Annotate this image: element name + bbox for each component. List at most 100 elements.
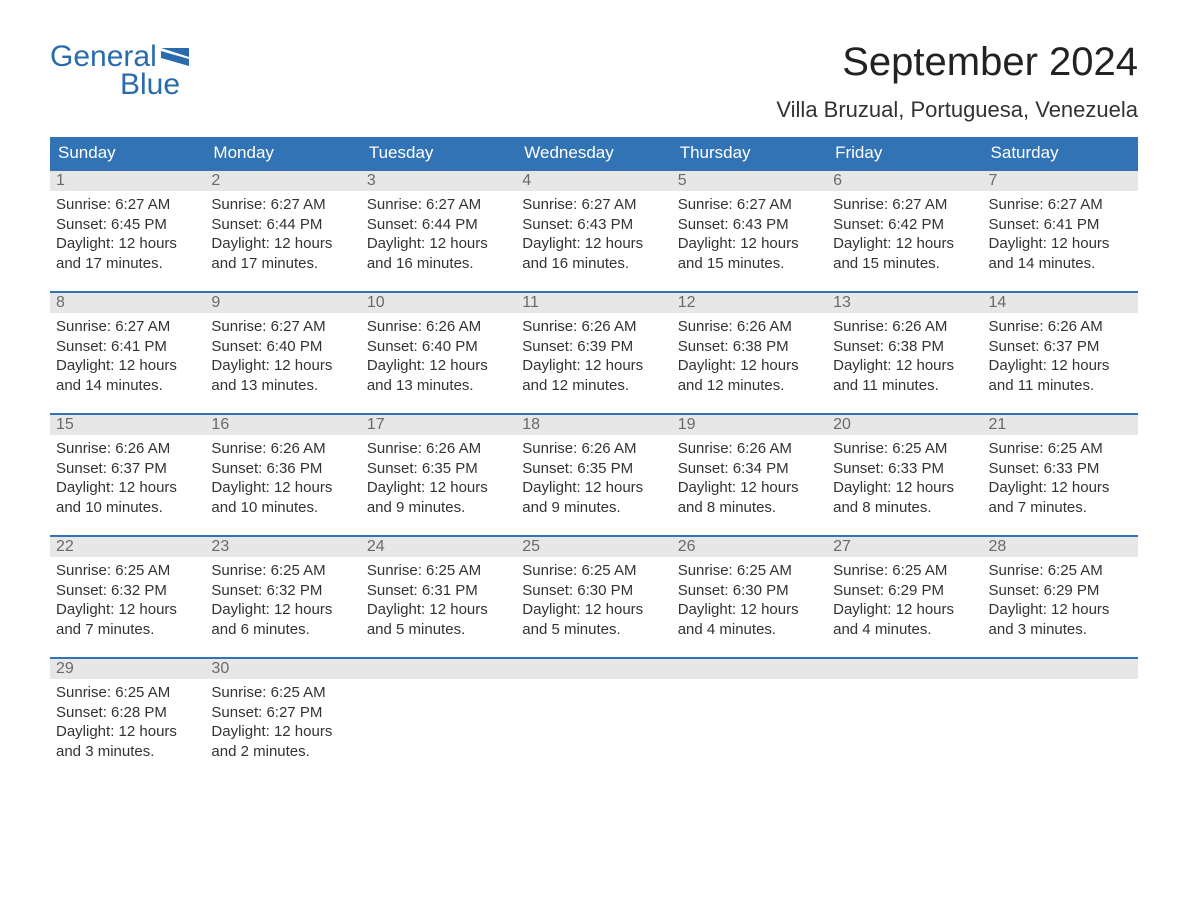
- brand-logo: General Blue: [50, 40, 189, 102]
- day-body: Sunrise: 6:26 AMSunset: 6:40 PMDaylight:…: [361, 313, 516, 401]
- day-header-row: Sunday Monday Tuesday Wednesday Thursday…: [50, 137, 1138, 169]
- daylight-line1: Daylight: 12 hours: [833, 478, 976, 498]
- daynum-bg: 26: [672, 537, 827, 557]
- sunrise-line: Sunrise: 6:26 AM: [522, 317, 665, 337]
- day-cell: 18Sunrise: 6:26 AMSunset: 6:35 PMDayligh…: [516, 415, 671, 525]
- daylight-line2: and 5 minutes.: [522, 620, 665, 640]
- day-body: Sunrise: 6:25 AMSunset: 6:32 PMDaylight:…: [205, 557, 360, 645]
- weeks-container: 1Sunrise: 6:27 AMSunset: 6:45 PMDaylight…: [50, 169, 1138, 769]
- daylight-line1: Daylight: 12 hours: [56, 356, 199, 376]
- daynum-bg: 18: [516, 415, 671, 435]
- day-body: Sunrise: 6:27 AMSunset: 6:44 PMDaylight:…: [361, 191, 516, 279]
- daynum-bg: 24: [361, 537, 516, 557]
- sunset-line: Sunset: 6:44 PM: [211, 215, 354, 235]
- sunset-line: Sunset: 6:41 PM: [56, 337, 199, 357]
- daynum-bg: 11: [516, 293, 671, 313]
- daylight-line1: Daylight: 12 hours: [211, 722, 354, 742]
- daylight-line2: and 13 minutes.: [211, 376, 354, 396]
- day-body: [516, 679, 671, 689]
- day-cell: [827, 659, 982, 769]
- day-cell: 23Sunrise: 6:25 AMSunset: 6:32 PMDayligh…: [205, 537, 360, 647]
- daylight-line2: and 17 minutes.: [211, 254, 354, 274]
- day-number: 21: [983, 415, 1138, 435]
- daylight-line1: Daylight: 12 hours: [522, 356, 665, 376]
- daylight-line1: Daylight: 12 hours: [367, 356, 510, 376]
- daylight-line1: Daylight: 12 hours: [522, 600, 665, 620]
- day-body: Sunrise: 6:25 AMSunset: 6:29 PMDaylight:…: [983, 557, 1138, 645]
- day-body: Sunrise: 6:26 AMSunset: 6:36 PMDaylight:…: [205, 435, 360, 523]
- day-number: 13: [827, 293, 982, 313]
- daylight-line2: and 8 minutes.: [678, 498, 821, 518]
- daylight-line2: and 16 minutes.: [522, 254, 665, 274]
- sunrise-line: Sunrise: 6:26 AM: [522, 439, 665, 459]
- brand-name-bottom: Blue: [120, 68, 180, 102]
- dayhead-tue: Tuesday: [361, 137, 516, 169]
- week-row: 15Sunrise: 6:26 AMSunset: 6:37 PMDayligh…: [50, 413, 1138, 525]
- day-number: 8: [50, 293, 205, 313]
- flag-icon: [161, 48, 189, 66]
- day-body: Sunrise: 6:27 AMSunset: 6:40 PMDaylight:…: [205, 313, 360, 401]
- sunrise-line: Sunrise: 6:27 AM: [56, 317, 199, 337]
- sunset-line: Sunset: 6:41 PM: [989, 215, 1132, 235]
- sunset-line: Sunset: 6:36 PM: [211, 459, 354, 479]
- daynum-bg: 17: [361, 415, 516, 435]
- daynum-bg: 6: [827, 171, 982, 191]
- daynum-bg: 19: [672, 415, 827, 435]
- day-body: Sunrise: 6:25 AMSunset: 6:31 PMDaylight:…: [361, 557, 516, 645]
- sunrise-line: Sunrise: 6:26 AM: [367, 317, 510, 337]
- sunset-line: Sunset: 6:37 PM: [56, 459, 199, 479]
- day-number: 9: [205, 293, 360, 313]
- day-body: Sunrise: 6:27 AMSunset: 6:43 PMDaylight:…: [516, 191, 671, 279]
- day-number: 29: [50, 659, 205, 679]
- daylight-line1: Daylight: 12 hours: [211, 234, 354, 254]
- daylight-line2: and 5 minutes.: [367, 620, 510, 640]
- day-number: 30: [205, 659, 360, 679]
- daylight-line2: and 17 minutes.: [56, 254, 199, 274]
- sunset-line: Sunset: 6:32 PM: [56, 581, 199, 601]
- sunrise-line: Sunrise: 6:26 AM: [989, 317, 1132, 337]
- sunrise-line: Sunrise: 6:25 AM: [56, 683, 199, 703]
- day-cell: 27Sunrise: 6:25 AMSunset: 6:29 PMDayligh…: [827, 537, 982, 647]
- day-cell: 25Sunrise: 6:25 AMSunset: 6:30 PMDayligh…: [516, 537, 671, 647]
- day-number: 19: [672, 415, 827, 435]
- daynum-bg: 1: [50, 171, 205, 191]
- month-title: September 2024: [776, 40, 1138, 85]
- daylight-line1: Daylight: 12 hours: [678, 356, 821, 376]
- daylight-line1: Daylight: 12 hours: [56, 234, 199, 254]
- daylight-line1: Daylight: 12 hours: [522, 234, 665, 254]
- daylight-line2: and 7 minutes.: [56, 620, 199, 640]
- daynum-bg: 28: [983, 537, 1138, 557]
- daylight-line1: Daylight: 12 hours: [56, 722, 199, 742]
- day-cell: 9Sunrise: 6:27 AMSunset: 6:40 PMDaylight…: [205, 293, 360, 403]
- day-cell: 22Sunrise: 6:25 AMSunset: 6:32 PMDayligh…: [50, 537, 205, 647]
- day-body: [827, 679, 982, 689]
- daynum-bg: [361, 659, 516, 679]
- day-cell: [361, 659, 516, 769]
- dayhead-fri: Friday: [827, 137, 982, 169]
- day-body: Sunrise: 6:25 AMSunset: 6:30 PMDaylight:…: [516, 557, 671, 645]
- daylight-line1: Daylight: 12 hours: [989, 478, 1132, 498]
- sunset-line: Sunset: 6:31 PM: [367, 581, 510, 601]
- day-number: 2: [205, 171, 360, 191]
- daynum-bg: 14: [983, 293, 1138, 313]
- day-cell: 21Sunrise: 6:25 AMSunset: 6:33 PMDayligh…: [983, 415, 1138, 525]
- day-body: Sunrise: 6:26 AMSunset: 6:34 PMDaylight:…: [672, 435, 827, 523]
- daylight-line2: and 14 minutes.: [989, 254, 1132, 274]
- daylight-line1: Daylight: 12 hours: [211, 356, 354, 376]
- day-number: 23: [205, 537, 360, 557]
- daylight-line2: and 10 minutes.: [211, 498, 354, 518]
- day-number: [516, 659, 671, 679]
- day-body: Sunrise: 6:26 AMSunset: 6:35 PMDaylight:…: [516, 435, 671, 523]
- day-number: 24: [361, 537, 516, 557]
- sunset-line: Sunset: 6:39 PM: [522, 337, 665, 357]
- daylight-line1: Daylight: 12 hours: [56, 478, 199, 498]
- day-body: Sunrise: 6:26 AMSunset: 6:38 PMDaylight:…: [672, 313, 827, 401]
- daylight-line2: and 12 minutes.: [678, 376, 821, 396]
- sunrise-line: Sunrise: 6:25 AM: [367, 561, 510, 581]
- day-body: [983, 679, 1138, 689]
- day-cell: 24Sunrise: 6:25 AMSunset: 6:31 PMDayligh…: [361, 537, 516, 647]
- day-body: Sunrise: 6:25 AMSunset: 6:32 PMDaylight:…: [50, 557, 205, 645]
- day-cell: 15Sunrise: 6:26 AMSunset: 6:37 PMDayligh…: [50, 415, 205, 525]
- day-body: Sunrise: 6:25 AMSunset: 6:33 PMDaylight:…: [983, 435, 1138, 523]
- daynum-bg: 10: [361, 293, 516, 313]
